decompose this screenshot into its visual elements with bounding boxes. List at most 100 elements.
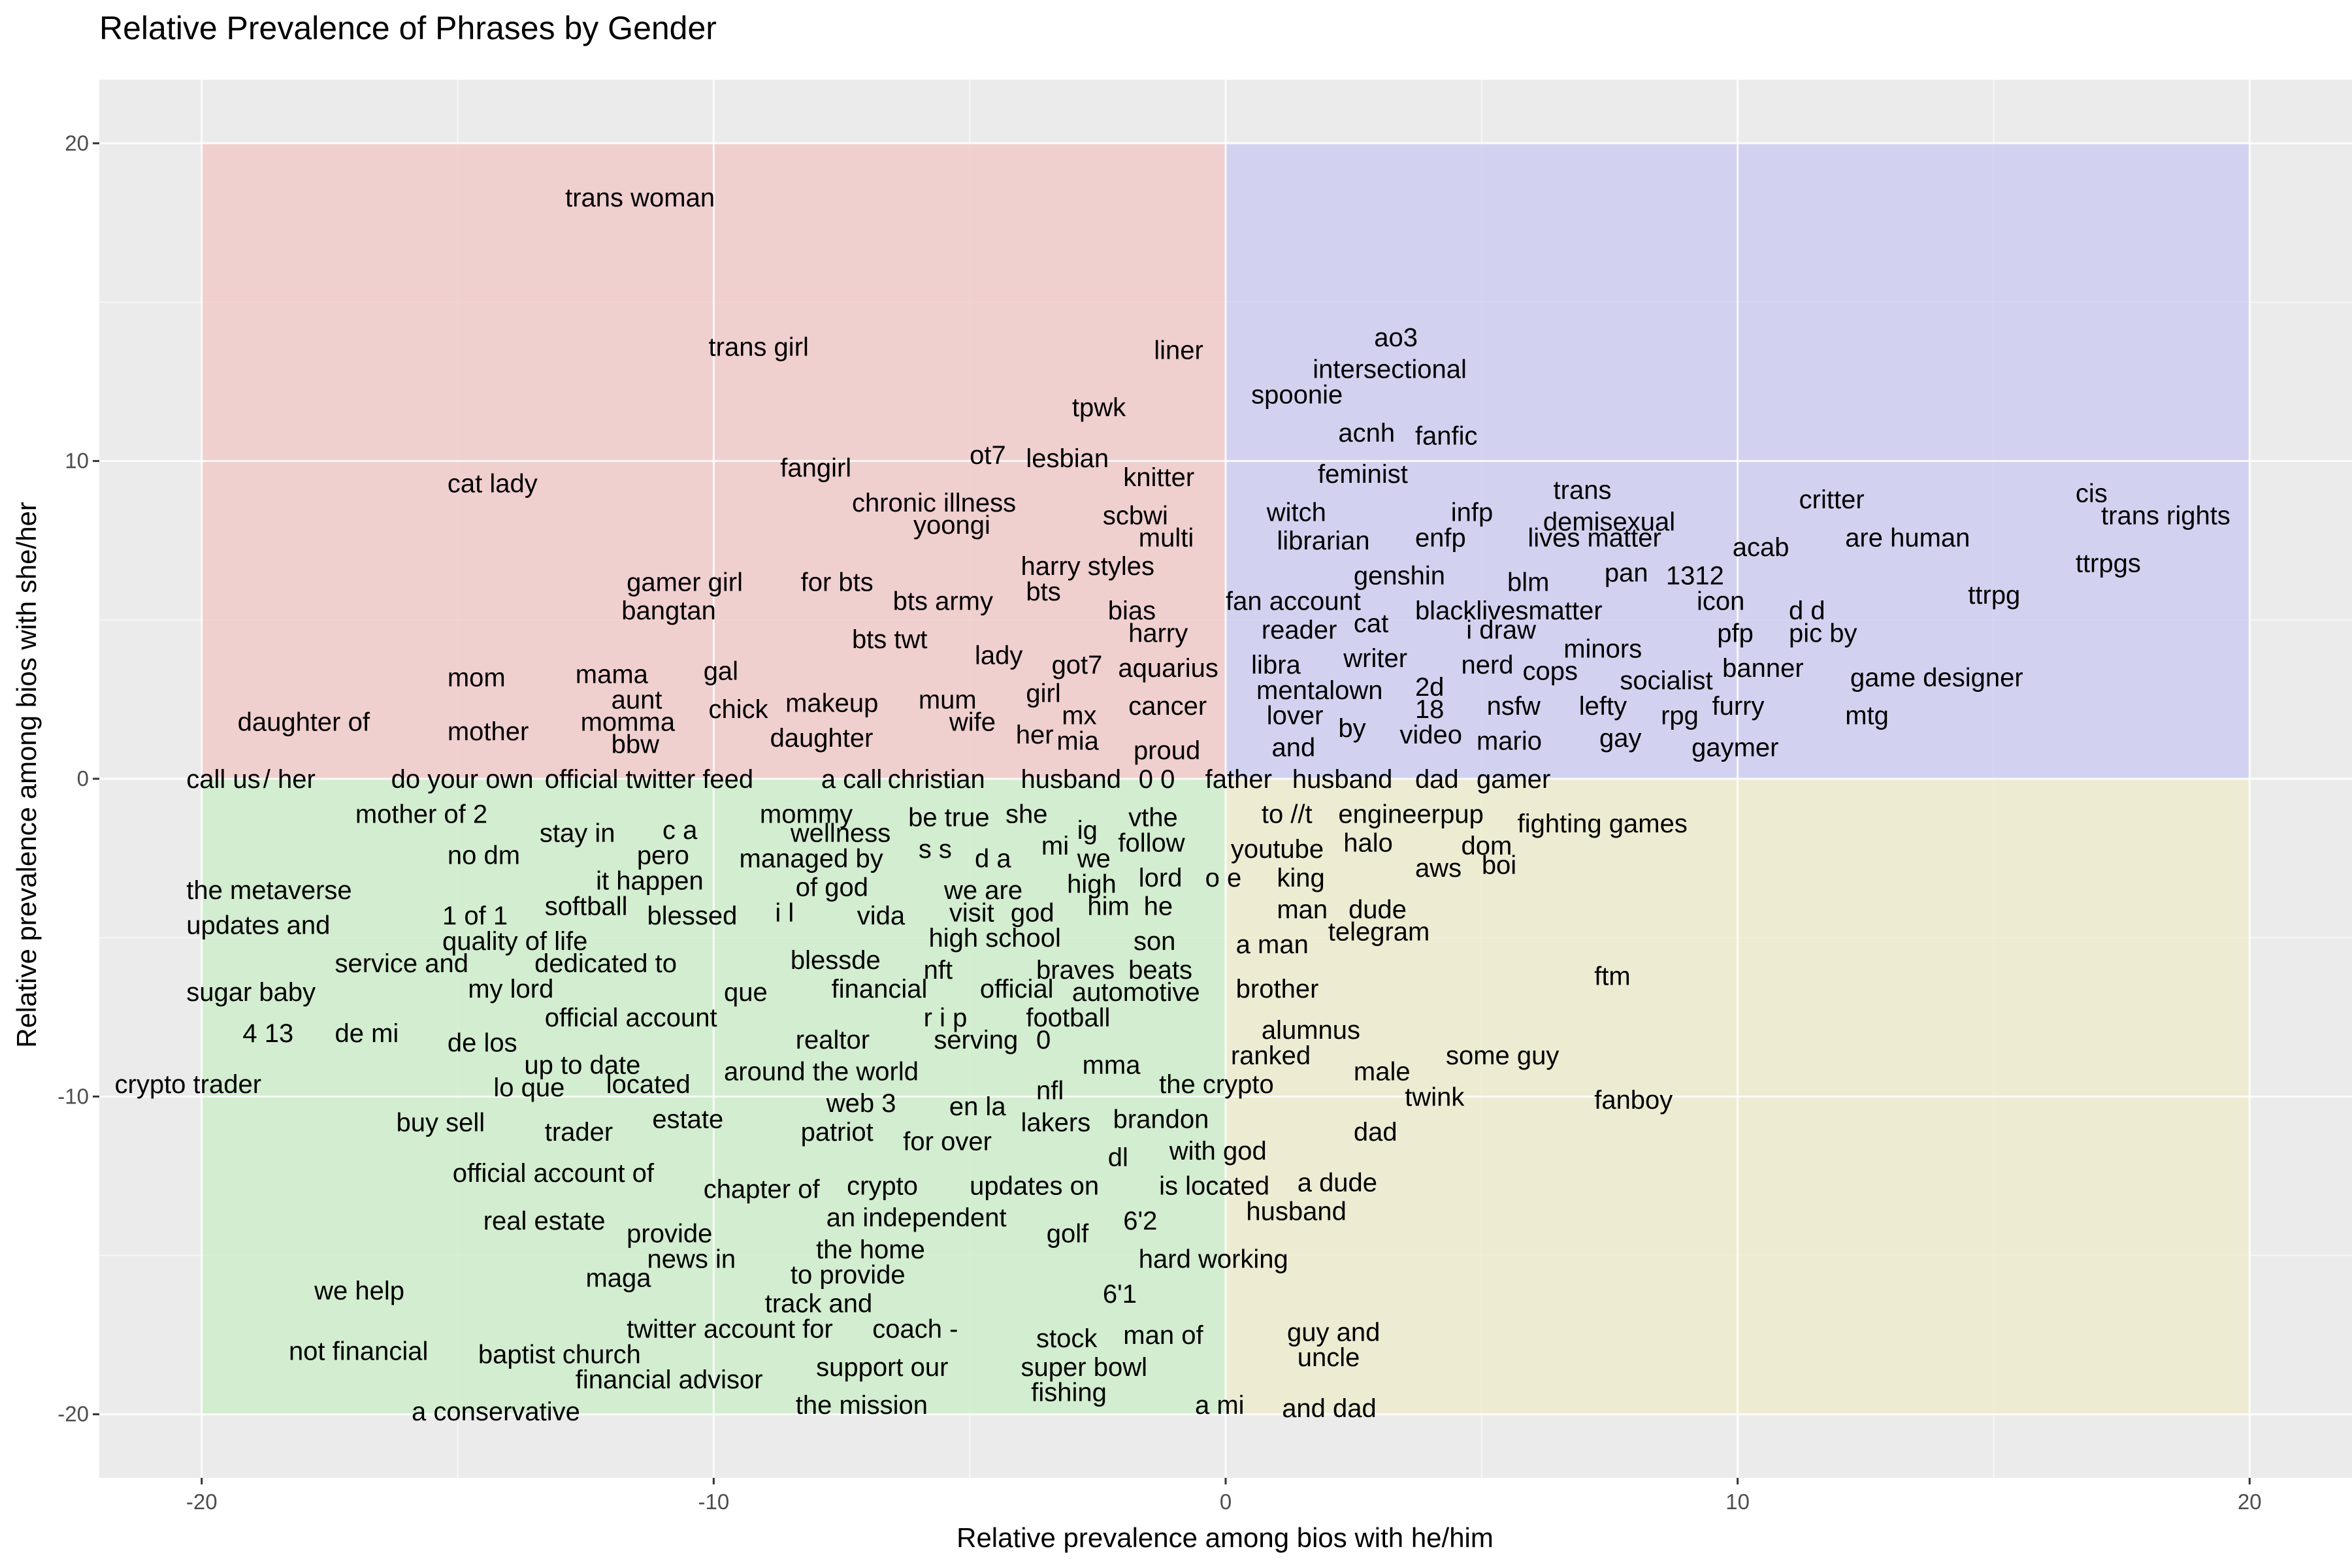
phrase-label: a dude — [1298, 1169, 1377, 1198]
phrase-label: fan account — [1226, 587, 1361, 616]
y-tick-label: 20 — [65, 131, 89, 155]
phrase-label: twitter account for — [627, 1315, 833, 1343]
phrase-label: softball — [545, 892, 628, 921]
phrase-label: gay — [1599, 724, 1642, 753]
phrase-label: r i p — [924, 1004, 968, 1032]
phrase-label: updates and — [186, 911, 330, 940]
phrase-label: alumnus — [1262, 1016, 1360, 1045]
phrase-label: are human — [1845, 523, 1970, 552]
x-axis-title: Relative prevalence among bios with he/h… — [956, 1522, 1494, 1553]
phrase-label: acab — [1733, 533, 1789, 562]
phrase-label: scbwi — [1103, 501, 1168, 530]
phrase-label: multi — [1139, 523, 1194, 552]
phrase-label: 0 — [1036, 1026, 1051, 1054]
phrase-label: daughter of — [238, 708, 370, 736]
phrase-label: football — [1026, 1004, 1110, 1032]
phrase-label: knitter — [1123, 463, 1194, 492]
phrase-label: fangirl — [780, 453, 851, 482]
phrase-label: en la — [949, 1092, 1006, 1121]
phrase-label: do your own — [391, 765, 534, 794]
phrase-label: harry styles — [1021, 552, 1155, 581]
phrase-label: cops — [1523, 657, 1578, 686]
phrase-label: reader — [1262, 615, 1337, 644]
phrase-label: no dm — [448, 841, 520, 870]
phrase-label: fanfic — [1415, 422, 1478, 451]
phrase-label: 0 0 — [1139, 765, 1175, 794]
phrase-label: braves — [1036, 956, 1115, 985]
phrase-label: chick — [709, 695, 769, 724]
phrase-label: chronic illness — [852, 489, 1016, 517]
phrase-label: brother — [1236, 975, 1319, 1004]
phrase-label: bbw — [612, 730, 659, 759]
phrase-label: a call — [821, 765, 882, 794]
phrase-label: super bowl — [1021, 1353, 1147, 1382]
phrase-label: mia — [1056, 727, 1099, 756]
phrase-label: crypto trader — [115, 1070, 262, 1099]
phrase-label: beats — [1128, 956, 1192, 985]
phrase-label: quality of life — [442, 927, 587, 956]
phrase-label: cat — [1354, 610, 1388, 638]
phrase-label: support our — [816, 1353, 948, 1382]
phrase-label: i l — [775, 898, 794, 927]
phrase-label: to provide — [791, 1261, 906, 1290]
phrase-label: the mission — [796, 1391, 928, 1420]
phrase-label: ftm — [1594, 962, 1631, 991]
phrase-label: official twitter feed — [545, 765, 753, 794]
phrase-label: ao3 — [1374, 323, 1418, 352]
phrase-label: and — [1272, 733, 1316, 762]
phrase-label: bias — [1108, 596, 1156, 625]
phrase-label: 1 of 1 — [442, 902, 508, 930]
phrase-label: an independent — [826, 1203, 1007, 1232]
phrase-label: proud — [1134, 736, 1200, 765]
phrase-label: gamer girl — [627, 568, 743, 596]
phrase-label: stock — [1036, 1324, 1098, 1353]
phrase-label: a mi — [1195, 1391, 1245, 1420]
phrase-label: acnh — [1338, 419, 1395, 448]
phrase-label: pan — [1605, 559, 1648, 587]
phrase-label: her — [1016, 721, 1054, 749]
phrase-label: ot7 — [970, 441, 1006, 470]
phrase-label: maga — [585, 1264, 651, 1293]
phrase-label: mother of 2 — [355, 800, 487, 829]
phrase-label: husband — [1246, 1197, 1346, 1226]
phrase-label: the home — [816, 1235, 925, 1264]
phrase-label: lady — [975, 641, 1022, 670]
phrase-label: video — [1399, 721, 1462, 749]
phrase-label: blacklivesmatter — [1415, 596, 1603, 625]
phrase-label: news in — [647, 1245, 736, 1273]
phrase-label: spoonie — [1251, 381, 1343, 410]
phrase-label: wife — [949, 708, 996, 736]
phrase-label: buy sell — [397, 1108, 485, 1137]
phrase-label: blessed — [647, 902, 737, 930]
phrase-label: pic by — [1789, 619, 1857, 647]
phrase-label: mum — [919, 685, 977, 714]
phrase-label: nsfw — [1487, 692, 1541, 721]
phrase-label: brandon — [1113, 1105, 1209, 1134]
phrase-label: track and — [765, 1290, 873, 1318]
phrase-label: mtg — [1845, 702, 1889, 730]
phrase-label: de los — [448, 1029, 517, 1058]
phrase-label: with god — [1169, 1137, 1267, 1166]
phrase-label: crypto — [847, 1172, 918, 1201]
phrase-label: rpg — [1661, 702, 1699, 730]
phrase-label: dom — [1461, 832, 1512, 860]
phrase-label: mario — [1477, 727, 1542, 756]
phrase-label: twink — [1405, 1083, 1465, 1111]
phrase-label: hard working — [1139, 1245, 1288, 1273]
phrase-label: ig — [1077, 816, 1098, 845]
phrase-label: intersectional — [1313, 355, 1467, 384]
phrase-label: web 3 — [826, 1089, 896, 1118]
phrase-label: lakers — [1021, 1108, 1091, 1137]
phrase-label: d d — [1789, 596, 1825, 625]
phrase-label: visit — [949, 898, 994, 927]
phrase-label: blm — [1507, 568, 1549, 596]
phrase-label: telegram — [1328, 917, 1430, 946]
phrase-label: uncle — [1298, 1343, 1360, 1372]
phrase-label: liner — [1154, 336, 1203, 365]
y-axis-title: Relative prevalence among bios with she/… — [11, 502, 42, 1048]
phrase-label: estate — [652, 1105, 723, 1134]
phrase-label: mentalown — [1256, 676, 1382, 705]
phrase-label: a conservative — [412, 1397, 580, 1426]
phrase-label: momma — [581, 708, 676, 736]
phrase-label: mommy — [760, 800, 853, 829]
